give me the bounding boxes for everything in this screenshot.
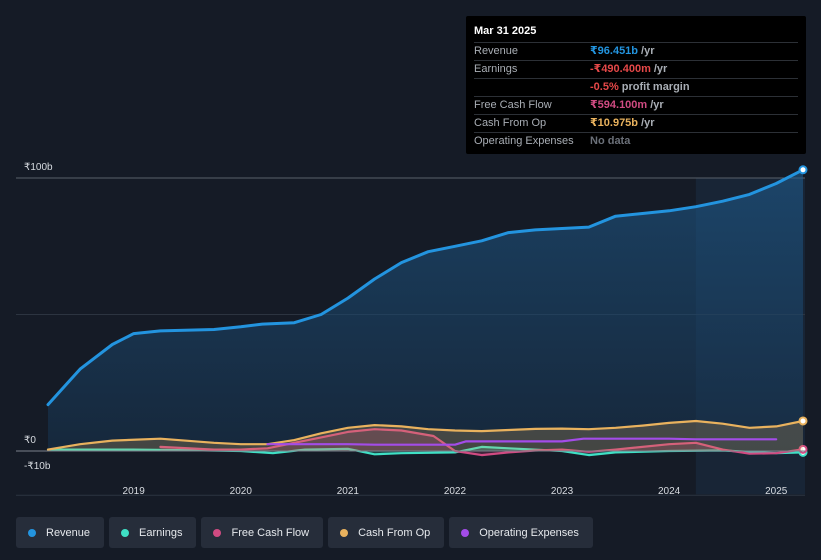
legend-item-cash-from-op[interactable]: Cash From Op: [328, 517, 445, 548]
x-tick-label: 2025: [765, 486, 788, 497]
y-tick-label: -₹10b: [24, 461, 51, 472]
tooltip-row: Cash From Op ₹10.975b/yr: [474, 115, 798, 133]
tooltip-value: -₹490.400m: [590, 63, 651, 75]
financials-chart: ₹100b ₹0 -₹10b 2019 2020 2021 2022 2023 2024 2025: [16, 162, 808, 497]
tooltip-date: Mar 31 2025: [474, 24, 798, 43]
tooltip-label: Cash From Op: [474, 117, 547, 129]
tooltip-row: Operating Expenses No data: [474, 133, 798, 150]
tooltip-row: Free Cash Flow ₹594.100m/yr: [474, 97, 798, 115]
series-end-marker-revenue: [798, 165, 808, 175]
legend-label: Free Cash Flow: [231, 526, 310, 539]
tooltip-value: -0.5%: [590, 81, 619, 93]
tooltip-label: Revenue: [474, 45, 519, 57]
tooltip-unit: /yr: [653, 63, 668, 75]
x-tick-label: 2023: [551, 486, 574, 497]
tooltip-unit: /yr: [641, 117, 655, 129]
legend-label: Revenue: [46, 526, 91, 539]
series-line-cash-from-op: [46, 419, 805, 451]
legend-label: Cash From Op: [358, 526, 431, 539]
series-area-free-cash-flow: [160, 429, 803, 456]
y-tick-label: ₹0: [24, 435, 36, 446]
tooltip-value: ₹96.451b: [590, 45, 639, 57]
x-tick-label: 2020: [230, 486, 253, 497]
tooltip-row: -0.5% profit margin: [474, 79, 798, 97]
tooltip-unit: /yr: [650, 99, 664, 111]
tooltip-label: Operating Expenses: [474, 135, 574, 147]
series-line-operating-expenses: [266, 437, 778, 446]
tooltip-value: No data: [590, 135, 631, 147]
legend-label: Earnings: [139, 526, 183, 539]
legend-dot-icon: [28, 528, 36, 537]
tooltip-unit: profit margin: [621, 81, 690, 93]
x-tick-label: 2022: [444, 486, 467, 497]
legend-item-earnings[interactable]: Earnings: [109, 517, 197, 548]
tooltip-label: [474, 79, 590, 96]
series-area-revenue: [48, 169, 803, 452]
legend-item-revenue[interactable]: Revenue: [16, 517, 105, 548]
x-tick-label: 2019: [123, 486, 146, 497]
x-tick-label: 2021: [337, 486, 360, 497]
tooltip-row: Revenue ₹96.451b/yr: [474, 43, 798, 61]
data-tooltip: Mar 31 2025 Revenue ₹96.451b/yr Earnings -₹…: [466, 16, 806, 154]
legend-dot-icon: [461, 528, 470, 537]
legend-dot-icon: [213, 528, 222, 537]
tooltip-label: Earnings: [474, 63, 518, 75]
tooltip-row: Earnings -₹490.400m/yr: [474, 61, 798, 79]
x-tick-label: 2024: [658, 486, 681, 497]
y-tick-label: ₹100b: [24, 162, 53, 173]
legend-label: Operating Expenses: [479, 526, 579, 539]
series-end-marker-cash-from-op: [798, 416, 808, 426]
legend-item-operating-expenses[interactable]: Operating Expenses: [449, 517, 593, 548]
legend-item-free-cash-flow[interactable]: Free Cash Flow: [201, 517, 324, 548]
legend-dot-icon: [340, 528, 349, 537]
legend-dot-icon: [121, 528, 130, 537]
tooltip-label: Free Cash Flow: [474, 99, 552, 111]
legend: Revenue Earnings Free Cash Flow Cash From O…: [16, 517, 593, 548]
tooltip-unit: /yr: [641, 45, 655, 57]
tooltip-value: ₹594.100m: [590, 99, 648, 111]
tooltip-value: ₹10.975b: [590, 117, 639, 129]
series-line-revenue: [46, 168, 805, 407]
